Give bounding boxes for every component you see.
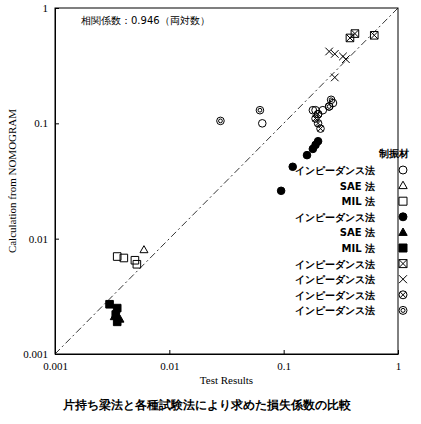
y-tick: 0.1 (34, 117, 59, 129)
point (314, 137, 322, 145)
point (120, 254, 128, 262)
legend-marker (399, 166, 407, 174)
y-tick: 1 (43, 2, 60, 14)
x-tick: 0.01 (160, 350, 179, 372)
x-tick: 0.1 (277, 350, 291, 372)
point (331, 74, 339, 82)
y-axis: 0.001 0.01 0.1 1 (23, 2, 59, 360)
point (331, 50, 339, 58)
plot-frame (55, 8, 398, 354)
chart: 0.001 0.01 0.1 1 0.001 0.01 0.1 1 Test Results Ca… (0, 0, 421, 424)
legend-label: インピーダンス法 (295, 259, 375, 270)
legend-label: インピーダンス法 (295, 212, 375, 223)
point (217, 117, 225, 125)
x-tick-mark (398, 350, 399, 354)
x-axis-line (56, 354, 399, 355)
legend-label: インピーダンス法 (295, 305, 375, 316)
y-tick-label: 0.1 (34, 117, 48, 129)
legend-marker (399, 306, 407, 314)
y-tick-label: 0.01 (29, 233, 48, 245)
point (314, 110, 322, 118)
point (112, 311, 120, 319)
y-tick-mark (55, 123, 59, 124)
point (277, 187, 285, 195)
plot-area (55, 8, 398, 354)
legend-marker (399, 228, 407, 235)
y-tick-label: 1 (43, 2, 49, 14)
point (317, 125, 325, 133)
legend-label: SAE 法 (340, 227, 375, 238)
point (106, 300, 114, 308)
point (133, 260, 141, 268)
x-tick-label: 0.1 (277, 360, 291, 372)
legend-label: インピーダンス法 (295, 165, 375, 176)
point (258, 120, 266, 128)
point (351, 30, 359, 38)
x-axis-title: Test Results (200, 374, 253, 386)
y-tick-label: 0.001 (23, 348, 48, 360)
point (113, 318, 121, 326)
legend-label: MIL 法 (341, 196, 375, 207)
legend: 制振材インピーダンス法SAE 法MIL 法インピーダンス法SAE 法MIL 法イ… (295, 148, 409, 316)
point (325, 103, 333, 111)
point (303, 151, 311, 159)
point (256, 106, 264, 114)
point (370, 31, 378, 39)
legend-marker (399, 197, 407, 205)
legend-marker (399, 244, 407, 252)
legend-marker (399, 260, 407, 268)
legend-marker (399, 181, 407, 188)
legend-label: インピーダンス法 (295, 274, 375, 285)
legend-label: MIL 法 (341, 243, 375, 254)
legend-marker (399, 291, 407, 299)
legend-marker (399, 213, 407, 221)
x-tick-label: 0.01 (160, 360, 179, 372)
point (342, 55, 350, 63)
legend-label: SAE 法 (340, 181, 375, 192)
point (140, 246, 148, 253)
reference-line (55, 8, 398, 354)
legend-label: インピーダンス法 (295, 290, 375, 301)
point (325, 103, 333, 111)
y-tick: 0.01 (29, 233, 59, 245)
legend-title: 制振材 (378, 148, 409, 159)
y-tick-mark (55, 354, 59, 355)
chart-title: 片持ち梁法と各種試験法により求めた損失係数の比較 (62, 398, 352, 412)
annotation: 相関係数：0.946（両対数） (81, 15, 210, 26)
y-axis-line (55, 9, 56, 355)
y-tick-mark (55, 8, 59, 9)
y-axis-title: Calculation from NOMOGRAM (6, 109, 18, 253)
x-axis: 0.001 0.01 0.1 1 (43, 350, 401, 372)
x-tick-label: 1 (396, 360, 402, 372)
x-tick-mark (169, 350, 170, 354)
x-tick: 1 (396, 350, 402, 372)
y-tick-mark (55, 239, 59, 240)
legend-marker (399, 275, 407, 283)
point (314, 110, 322, 118)
y-tick: 0.001 (23, 348, 59, 360)
x-tick-label: 0.001 (43, 360, 68, 372)
x-tick-mark (284, 350, 285, 354)
